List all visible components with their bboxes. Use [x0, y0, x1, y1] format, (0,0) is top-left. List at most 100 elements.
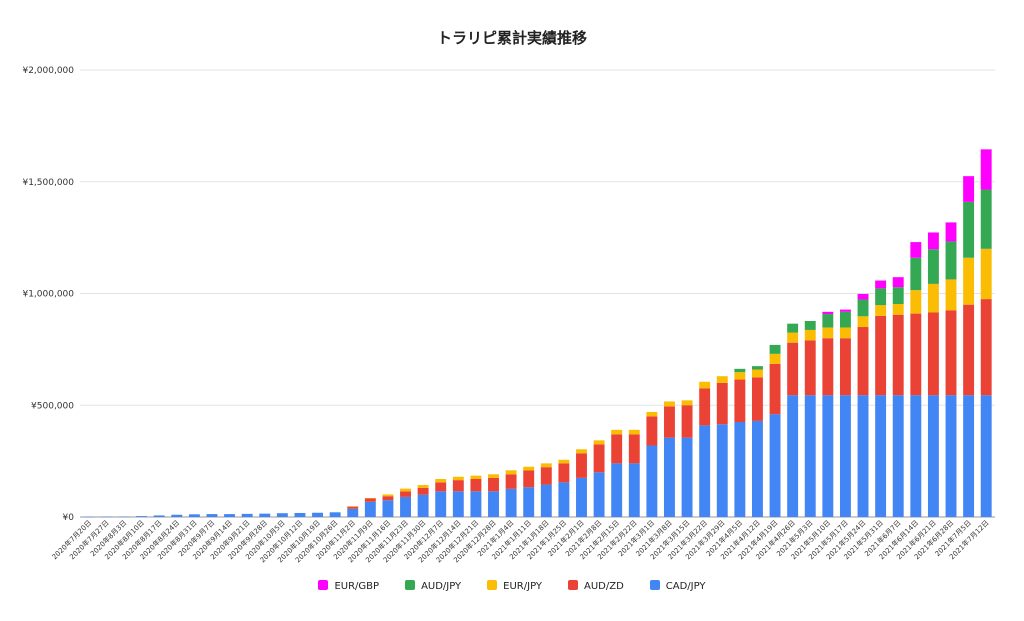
- bar-eur-jpy: [664, 401, 675, 407]
- bar-aud-zd: [417, 487, 429, 495]
- bar-eur-jpy: [470, 475, 482, 480]
- bar-eur-jpy: [787, 332, 799, 343]
- bar-aud-zd: [980, 299, 992, 396]
- bar-cad-jpy: [224, 514, 236, 517]
- bar-aud-zd: [382, 496, 394, 501]
- bar-cad-jpy: [523, 487, 535, 517]
- bar-cad-jpy: [400, 496, 411, 517]
- bar-aud-jpy: [734, 368, 746, 373]
- bar-aud-zd: [628, 434, 640, 464]
- bar-cad-jpy: [136, 516, 148, 517]
- bar-eur-gbp: [927, 232, 939, 250]
- bar-eur-jpy: [435, 479, 447, 483]
- bar-eur-jpy: [963, 257, 975, 305]
- bar-eur-jpy: [699, 381, 711, 389]
- bar-cad-jpy: [118, 516, 130, 518]
- bar-eur-jpy: [576, 449, 587, 454]
- bar-aud-zd: [927, 312, 939, 396]
- bar-cad-jpy: [875, 395, 887, 517]
- bar-eur-jpy: [347, 506, 359, 507]
- legend-swatch: [405, 580, 416, 590]
- bar-eur-jpy: [927, 283, 939, 313]
- legend-swatch: [568, 580, 578, 590]
- bar-eur-jpy: [593, 440, 605, 445]
- bar-aud-zd: [347, 506, 359, 509]
- bar-eur-jpy: [558, 459, 570, 464]
- bar-aud-zd: [558, 463, 570, 483]
- bar-cad-jpy: [259, 513, 271, 517]
- bar-cad-jpy: [452, 491, 464, 517]
- bar-aud-zd: [963, 304, 975, 396]
- bar-eur-jpy: [400, 488, 411, 492]
- legend-item: CAD/JPY: [649, 580, 706, 592]
- bar-aud-zd: [435, 482, 447, 492]
- bar-eur-gbp: [980, 149, 992, 190]
- bar-aud-zd: [470, 479, 482, 492]
- bar-aud-jpy: [875, 288, 887, 306]
- bar-cad-jpy: [241, 513, 253, 517]
- bar-cad-jpy: [681, 437, 693, 517]
- bar-aud-zd: [892, 314, 904, 396]
- legend-item: AUD/JPY: [405, 580, 461, 592]
- bar-cad-jpy: [276, 513, 288, 517]
- bar-cad-jpy: [716, 424, 728, 517]
- bar-aud-jpy: [804, 320, 816, 330]
- bar-aud-zd: [646, 416, 658, 446]
- bar-cad-jpy: [611, 463, 623, 517]
- bar-aud-zd: [400, 491, 411, 497]
- bar-cad-jpy: [153, 515, 165, 517]
- bar-eur-jpy: [488, 474, 499, 478]
- legend-swatch: [487, 580, 498, 590]
- bar-aud-zd: [857, 327, 869, 396]
- bar-aud-zd: [364, 498, 376, 502]
- bar-cad-jpy: [83, 516, 95, 518]
- bar-cad-jpy: [593, 472, 605, 517]
- bar-aud-jpy: [927, 249, 939, 284]
- bars: [83, 149, 992, 518]
- legend-swatch: [318, 580, 329, 590]
- bar-cad-jpy: [364, 501, 376, 517]
- bar-aud-zd: [787, 342, 799, 396]
- bar-eur-jpy: [875, 305, 887, 316]
- bar-aud-jpy: [980, 189, 992, 249]
- bar-cad-jpy: [664, 437, 675, 517]
- bar-aud-zd: [452, 480, 464, 492]
- bar-eur-jpy: [364, 498, 376, 499]
- bar-cad-jpy: [505, 488, 517, 517]
- bar-cad-jpy: [206, 514, 218, 517]
- bar-cad-jpy: [699, 425, 711, 517]
- bar-aud-zd: [576, 453, 587, 478]
- bar-aud-jpy: [892, 287, 904, 305]
- bar-eur-jpy: [452, 476, 464, 481]
- bar-aud-zd: [505, 474, 517, 489]
- bar-aud-zd: [540, 467, 552, 485]
- bar-eur-jpy: [716, 376, 728, 383]
- bar-eur-jpy: [540, 463, 552, 468]
- bar-aud-zd: [822, 338, 834, 396]
- bar-eur-jpy: [892, 304, 904, 315]
- bar-cad-jpy: [329, 512, 341, 517]
- bar-cad-jpy: [804, 395, 816, 517]
- bar-cad-jpy: [734, 422, 746, 517]
- bar-eur-jpy: [910, 290, 922, 314]
- legend-label: EUR/JPY: [503, 581, 542, 592]
- bar-aud-zd: [804, 340, 816, 396]
- y-tick-label: ¥1,000,000: [22, 290, 74, 300]
- bar-cad-jpy: [417, 494, 429, 517]
- bar-aud-zd: [611, 434, 623, 464]
- bar-eur-jpy: [822, 327, 834, 339]
- bar-cad-jpy: [294, 512, 306, 517]
- bar-aud-jpy: [945, 241, 957, 280]
- legend-label: AUD/ZD: [584, 581, 624, 592]
- bar-aud-zd: [664, 406, 675, 438]
- bar-cad-jpy: [312, 512, 324, 517]
- bar-aud-zd: [716, 382, 728, 425]
- bar-cad-jpy: [927, 395, 939, 517]
- legend-label: CAD/JPY: [665, 581, 706, 592]
- bar-eur-jpy: [839, 327, 851, 339]
- bar-aud-zd: [593, 444, 605, 473]
- legend: EUR/GBP AUD/JPY EUR/JPY AUD/ZD CAD/JPY: [0, 580, 1024, 592]
- legend-label: EUR/GBP: [334, 581, 380, 592]
- bar-aud-zd: [751, 377, 763, 421]
- x-axis-ticks: 2020年7月20日2020年7月27日2020年8月3日2020年8月10日2…: [50, 518, 991, 564]
